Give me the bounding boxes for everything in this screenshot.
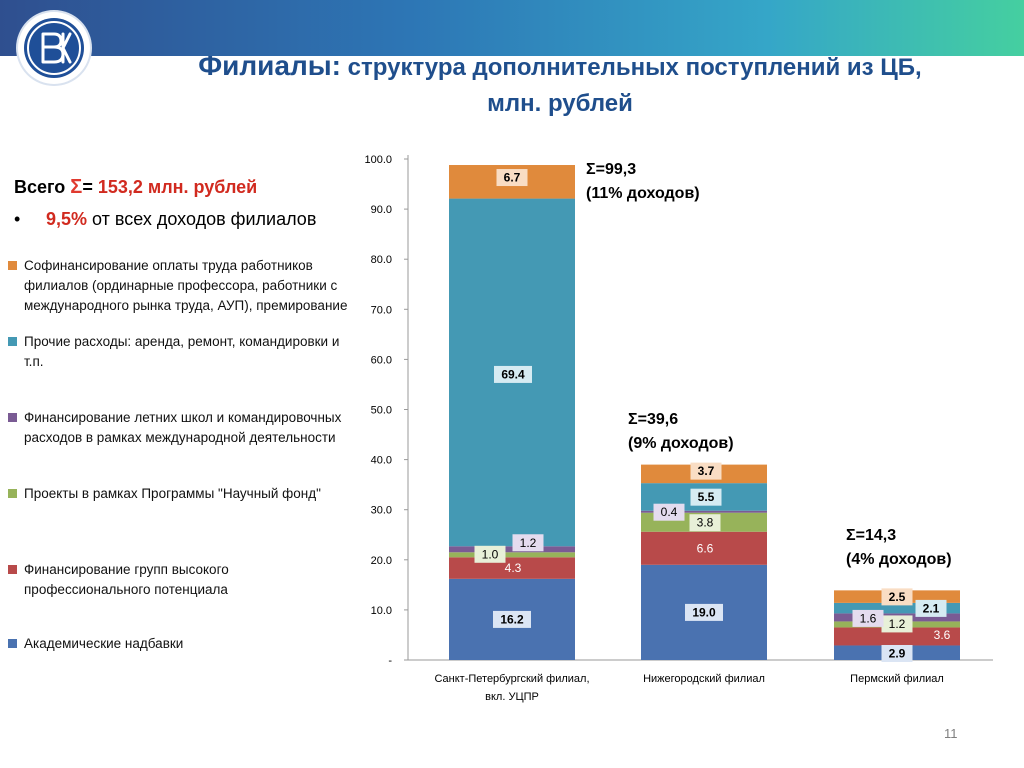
x-tick-label: вкл. УЦПР [485,691,539,703]
y-tick-label: 100.0 [364,154,392,166]
legend-swatch [8,565,17,574]
data-label: 19.0 [692,605,716,619]
sigma-symbol: Σ [70,176,83,198]
data-label-box [474,545,506,563]
data-label-box [881,615,913,633]
x-tick-label: Нижегородский филиал [643,673,765,685]
legend-label: Проекты в рамках Программы "Научный фонд… [24,486,321,501]
legend-label: Софинансирование оплаты труда работников… [24,258,348,313]
legend-label: Финансирование летних школ и командирово… [24,410,342,445]
data-label-box [494,365,532,383]
data-label: 1.0 [482,547,499,561]
data-label: 3.6 [934,628,951,642]
y-tick-label: 60.0 [371,354,392,366]
page-title: Филиалы: структура дополнительных поступ… [120,48,1000,124]
data-label: 2.9 [889,646,906,660]
legend-swatch [8,337,17,346]
legend-swatch [8,413,17,422]
data-label: 3.7 [698,464,715,478]
bullet-dot: • [14,209,21,229]
legend-swatch [8,261,17,270]
bar-segment [641,510,767,513]
y-tick-label: - [388,655,392,667]
y-tick-label: 10.0 [371,605,392,617]
legend-label: Прочие расходы: аренда, ремонт, командир… [24,334,340,369]
total-annotation-sum: Σ=99,3 [586,161,636,178]
page-number: 11 [944,726,958,741]
data-label: 5.5 [698,490,715,504]
data-label: 4.3 [505,561,522,575]
data-label: 1.6 [860,611,877,625]
data-label: 1.2 [520,536,537,550]
share-percent: 9,5% [46,209,88,229]
data-label: 16.2 [500,612,524,626]
legend-swatch [8,489,17,498]
data-label-box [496,169,528,187]
y-tick-label: 50.0 [371,405,392,417]
data-label-box [512,534,544,552]
header-bar [0,0,1024,56]
x-tick-label: Санкт-Петербургский филиал, [434,673,589,685]
share-text: от всех доходов филиалов [87,209,317,229]
data-label-box [689,514,721,532]
total-equals: = [82,177,93,197]
bar-segment [834,602,960,614]
total-annotation-share: (11% доходов) [586,185,700,202]
data-label: 1.2 [889,617,906,631]
data-label-box [881,644,913,662]
bar-segment [641,531,767,565]
total-annotation-share: (4% доходов) [846,551,952,568]
y-tick-label: 40.0 [371,455,392,467]
data-label-box [690,462,722,480]
data-label: 2.5 [889,590,906,604]
title-part2: структура дополнительных поступлений из … [340,54,922,81]
y-tick-label: 20.0 [371,555,392,567]
data-label-box [915,599,947,617]
bar-segment [449,552,575,558]
data-label: 6.6 [697,541,714,555]
data-label: 3.8 [697,516,714,530]
total-annotation-share: (9% доходов) [628,435,734,452]
data-label: 2.1 [923,601,940,615]
total-value: 153,2 млн. рублей [97,177,258,197]
data-label-box [852,609,884,627]
title-part1: Филиалы: [198,50,341,81]
data-label: 0.4 [661,505,678,519]
data-label-box [690,488,722,506]
bar-segment [449,546,575,553]
data-label: 69.4 [501,367,525,381]
legend-label: Финансирование групп высокого профессион… [24,562,229,597]
data-label: 6.7 [504,171,521,185]
bar-segment [834,627,960,646]
y-tick-label: 90.0 [371,204,392,216]
title-part3: млн. рублей [487,90,633,117]
data-label-box [685,603,723,621]
total-annotation-sum: Σ=39,6 [628,411,678,428]
x-tick-label: Пермский филиал [850,673,944,685]
legend-swatch [8,639,17,648]
legend-label: Академические надбавки [24,636,184,651]
total-annotation-sum: Σ=14,3 [846,527,896,544]
data-label-box [881,588,913,606]
hse-logo-icon [18,12,90,84]
total-label: Всего [14,177,66,197]
data-label-box [653,503,685,521]
y-tick-label: 70.0 [371,304,392,316]
y-tick-label: 30.0 [371,505,392,517]
y-tick-label: 80.0 [371,254,392,266]
data-label-box [493,610,531,628]
total-summary: Всего Σ= 153,2 млн. рублей [14,176,257,199]
